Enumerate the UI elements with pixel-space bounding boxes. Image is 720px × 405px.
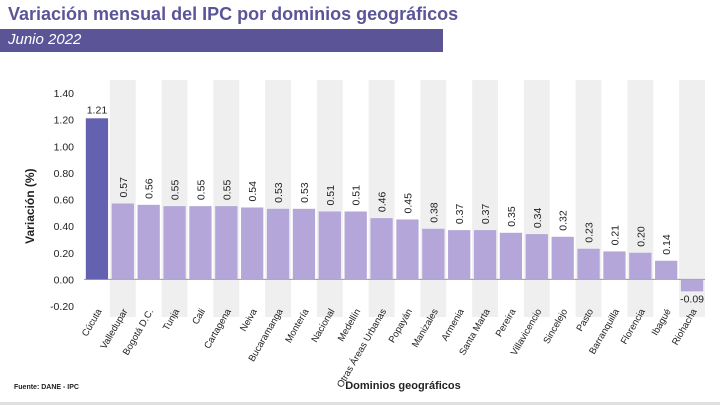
value-label: 0.56 xyxy=(144,178,156,199)
value-label: 0.37 xyxy=(480,204,492,225)
bar xyxy=(215,206,238,280)
value-label: 0.45 xyxy=(402,193,414,214)
bar xyxy=(344,211,367,280)
y-axis-title: Variación (%) xyxy=(23,168,37,243)
chart-subtitle: Junio 2022 xyxy=(8,31,82,48)
value-label: 0.34 xyxy=(532,208,544,229)
subtitle-bar: Junio 2022 xyxy=(0,29,443,52)
category-label: Cúcuta xyxy=(80,306,105,338)
value-label: 0.35 xyxy=(506,206,518,227)
y-tick-label: 0.80 xyxy=(54,168,75,180)
column-shade xyxy=(679,80,705,317)
y-tick-label: 0.60 xyxy=(54,195,75,207)
value-label: -0.09 xyxy=(680,293,704,305)
value-label: 0.57 xyxy=(118,177,130,198)
value-label: 0.37 xyxy=(454,204,466,225)
x-axis-title: Dominios geográficos xyxy=(345,380,461,392)
bar xyxy=(680,279,704,292)
value-label: 0.55 xyxy=(170,180,182,201)
y-tick-label: -0.20 xyxy=(50,301,74,313)
bar xyxy=(448,230,471,280)
bar xyxy=(499,232,523,280)
bar xyxy=(241,207,264,280)
bar xyxy=(422,228,445,280)
bar xyxy=(85,118,109,280)
column-shade xyxy=(627,80,654,317)
bar xyxy=(525,234,548,280)
column-shade xyxy=(523,80,550,317)
chart-title: Variación mensual del IPC por dominios g… xyxy=(8,4,459,24)
value-label: 0.38 xyxy=(428,202,440,223)
value-label: 0.51 xyxy=(325,185,337,206)
bar xyxy=(266,208,290,280)
bar xyxy=(189,206,212,280)
bar xyxy=(370,218,393,280)
value-label: 1.21 xyxy=(87,104,108,116)
bar xyxy=(292,208,316,280)
category-label: Cali xyxy=(190,307,208,327)
value-label: 0.53 xyxy=(299,182,311,203)
category-label: Neiva xyxy=(238,306,260,333)
value-label: 0.23 xyxy=(584,222,596,243)
bar xyxy=(137,204,160,280)
value-label: 0.53 xyxy=(273,182,285,203)
source-note: Fuente: DANE - IPC xyxy=(14,384,79,391)
bar xyxy=(629,252,652,280)
y-tick-label: 1.40 xyxy=(54,88,75,100)
value-label: 0.51 xyxy=(351,185,363,206)
column-shade xyxy=(472,80,498,317)
category-label: Otras Áreas Urbanas xyxy=(335,307,389,390)
y-tick-label: 1.20 xyxy=(54,115,75,127)
value-label: 0.20 xyxy=(635,226,647,247)
value-label: 0.55 xyxy=(195,180,207,201)
column-shade xyxy=(575,80,602,317)
bar xyxy=(163,206,186,280)
value-label: 0.32 xyxy=(558,210,570,231)
bottom-divider xyxy=(0,402,720,405)
value-label: 0.14 xyxy=(661,234,673,255)
value-label: 0.55 xyxy=(221,180,233,201)
y-tick-label: 0.00 xyxy=(54,274,75,286)
bar xyxy=(473,230,497,280)
value-label: 0.46 xyxy=(377,192,389,213)
value-label: 0.21 xyxy=(609,225,621,246)
bar xyxy=(111,203,134,280)
bar xyxy=(396,219,419,280)
value-label: 0.54 xyxy=(247,181,259,202)
y-tick-label: 1.00 xyxy=(54,141,75,153)
bar xyxy=(577,248,600,280)
category-label: Ibagué xyxy=(650,307,674,338)
bar xyxy=(603,251,626,280)
column-shade xyxy=(109,80,136,317)
column-shade xyxy=(420,80,447,317)
bar xyxy=(318,211,341,280)
y-tick-label: 0.40 xyxy=(54,221,75,233)
bar xyxy=(551,236,574,280)
y-tick-label: 0.20 xyxy=(54,248,75,260)
bar xyxy=(655,260,678,280)
